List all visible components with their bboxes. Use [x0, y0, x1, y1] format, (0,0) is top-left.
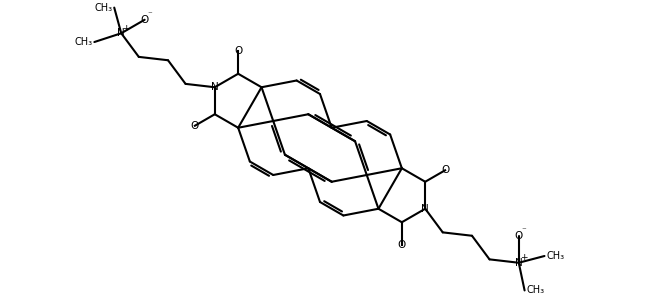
Text: O: O	[140, 15, 149, 25]
Text: O: O	[515, 231, 523, 241]
Text: O: O	[441, 165, 449, 175]
Text: N: N	[515, 258, 523, 268]
Text: CH₃: CH₃	[74, 37, 92, 47]
Text: ⁻: ⁻	[521, 226, 526, 235]
Text: O: O	[191, 121, 199, 131]
Text: CH₃: CH₃	[526, 285, 545, 295]
Text: +: +	[123, 24, 130, 33]
Text: O: O	[398, 240, 406, 250]
Text: +: +	[520, 253, 528, 262]
Text: ⁻: ⁻	[147, 10, 152, 19]
Text: N: N	[118, 28, 125, 38]
Text: O: O	[234, 46, 242, 56]
Text: N: N	[211, 82, 218, 92]
Text: N: N	[421, 204, 429, 214]
Text: CH₃: CH₃	[547, 251, 565, 261]
Text: CH₃: CH₃	[94, 3, 112, 13]
